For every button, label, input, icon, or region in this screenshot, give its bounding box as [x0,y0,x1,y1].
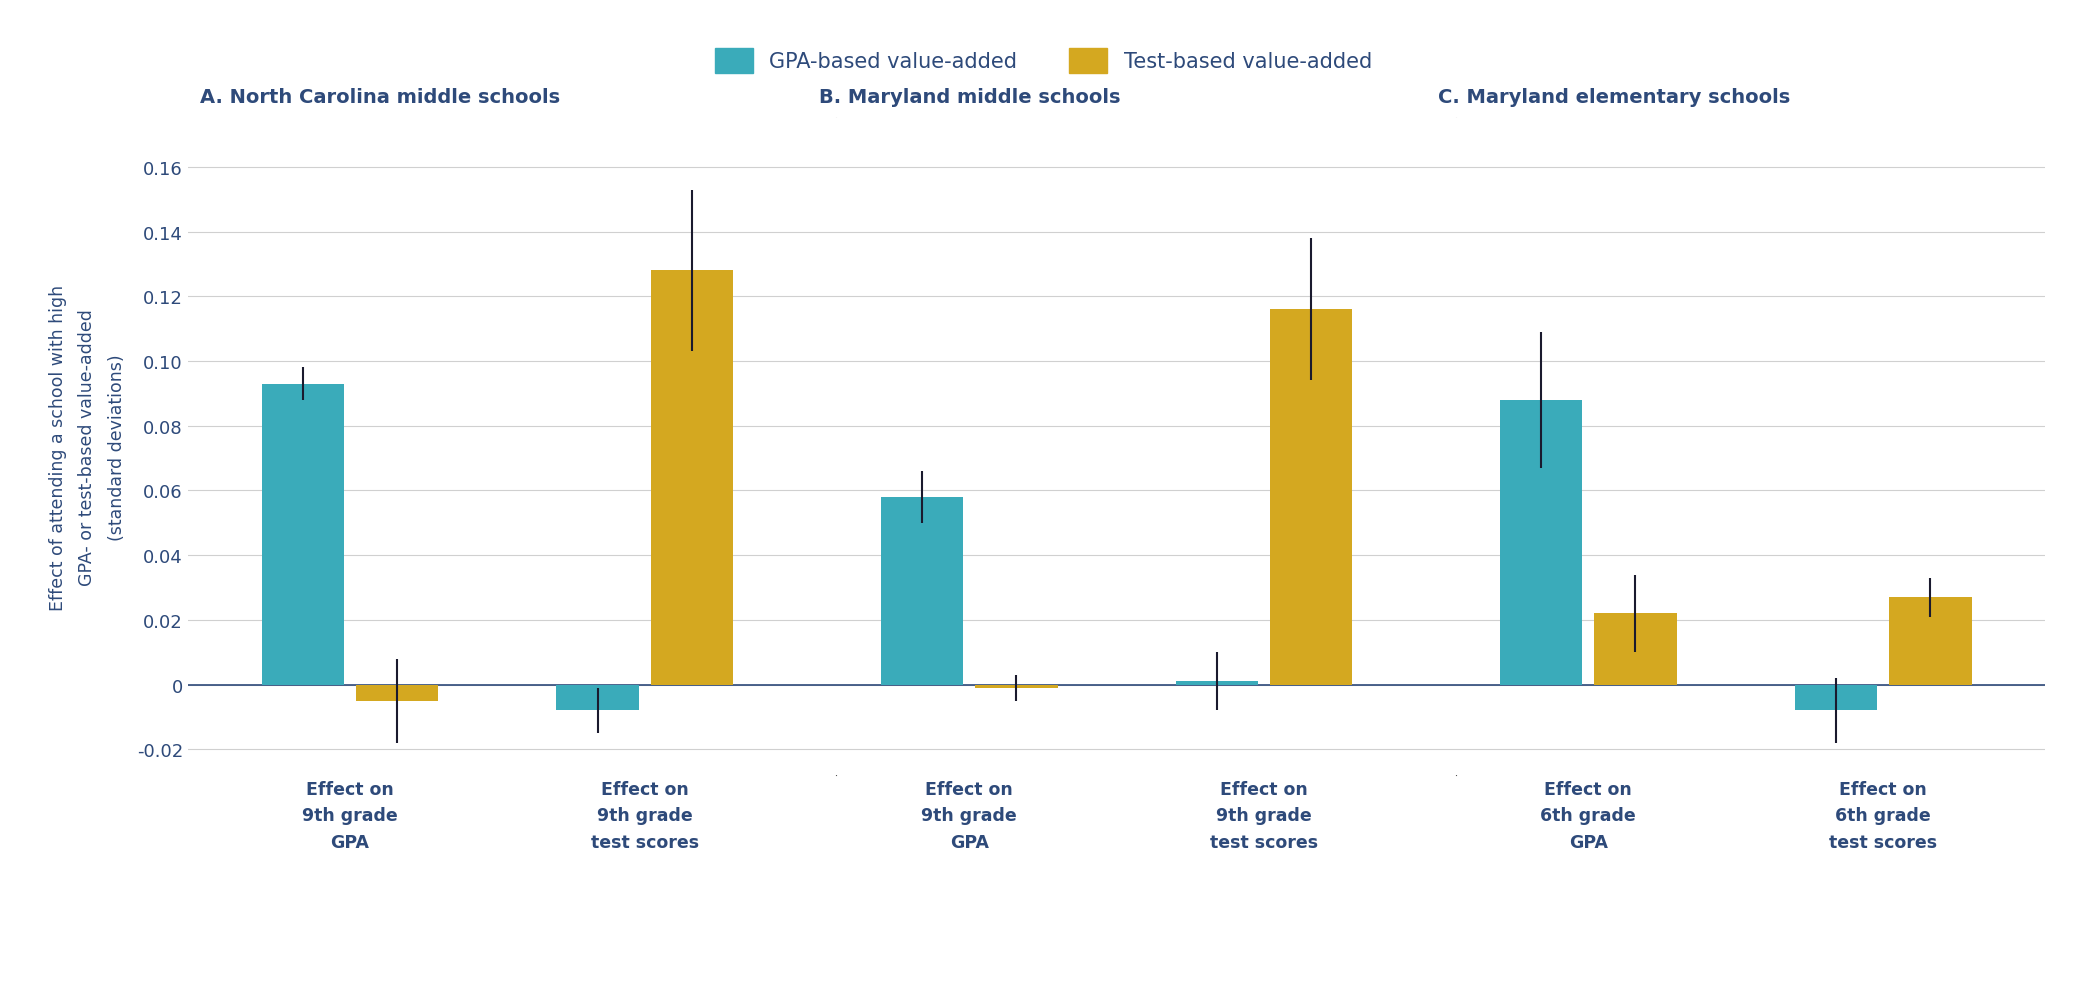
Bar [1795,685,1876,711]
Bar [1175,682,1258,685]
Text: B. Maryland middle schools: B. Maryland middle schools [820,87,1121,106]
Legend: GPA-based value-added, Test-based value-added: GPA-based value-added, Test-based value-… [707,40,1380,83]
Bar [1594,613,1676,685]
Bar [1889,597,1972,685]
Bar [1501,401,1582,685]
Bar [975,685,1058,688]
Text: A. North Carolina middle schools: A. North Carolina middle schools [200,87,559,106]
Text: C. Maryland elementary schools: C. Maryland elementary schools [1438,87,1791,106]
Bar [1269,310,1352,685]
Bar [651,271,733,685]
Bar [357,685,438,701]
Bar [557,685,639,711]
Bar [261,385,344,685]
Bar [881,497,964,685]
Y-axis label: Effect of attending a school with high
GPA- or test-based value-added
(standard : Effect of attending a school with high G… [50,284,125,610]
